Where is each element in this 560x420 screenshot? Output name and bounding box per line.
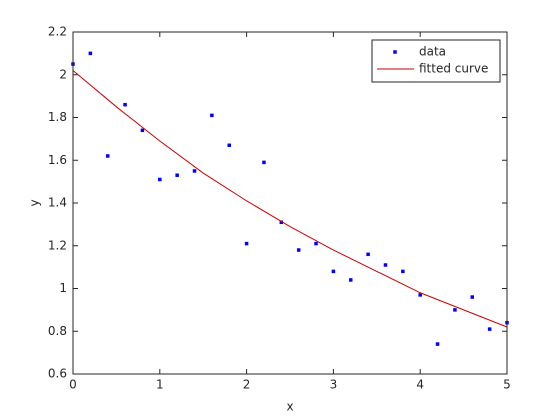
fitted-line	[72, 70, 508, 328]
x-tick-label: 0	[69, 378, 77, 392]
data-point	[418, 293, 422, 297]
data-point	[470, 295, 475, 299]
x-tick-label: 2	[243, 378, 251, 392]
data-point	[383, 263, 388, 267]
x-tick-label: 5	[503, 378, 511, 392]
y-tick-label: 1.2	[48, 238, 67, 252]
x-tick-label: 3	[330, 378, 338, 392]
data-point	[366, 252, 370, 257]
data-point	[279, 220, 284, 224]
data-point	[192, 169, 197, 173]
x-axis-label: x	[286, 400, 293, 414]
data-point	[175, 173, 179, 177]
data-point	[105, 154, 110, 158]
data-point	[331, 269, 336, 274]
y-axis-label: y	[28, 199, 42, 206]
data-point	[314, 241, 318, 246]
data-point	[140, 128, 145, 133]
y-tick-label: 0.6	[48, 367, 67, 381]
legend-label: fitted curve	[419, 62, 488, 76]
data-point	[158, 177, 162, 182]
y-tick-label: 2	[59, 67, 67, 81]
y-tick-label: 0.8	[48, 324, 67, 338]
y-tick-label: 1.8	[48, 110, 67, 124]
y-tick-label: 1	[59, 281, 67, 295]
data-point	[349, 278, 353, 282]
y-tick-label: 1.6	[48, 153, 67, 167]
data-point	[401, 269, 405, 274]
data-point	[296, 248, 301, 252]
axes-box	[72, 31, 508, 375]
data-point	[123, 102, 127, 107]
data-point	[244, 241, 249, 246]
plot-area	[73, 32, 507, 374]
data-point	[262, 160, 266, 165]
legend-label: data	[419, 45, 446, 59]
data-point	[88, 51, 93, 56]
data-point	[210, 113, 214, 118]
legend	[371, 39, 501, 83]
x-tick-label: 4	[416, 378, 424, 392]
y-tick-label: 1.4	[48, 196, 67, 210]
data-point	[487, 327, 492, 331]
legend-marker	[393, 50, 397, 54]
data-point	[435, 342, 440, 346]
data-point	[453, 308, 457, 312]
y-tick-label: 2.2	[48, 25, 67, 39]
data-point	[227, 143, 231, 148]
x-tick-label: 1	[156, 378, 164, 392]
